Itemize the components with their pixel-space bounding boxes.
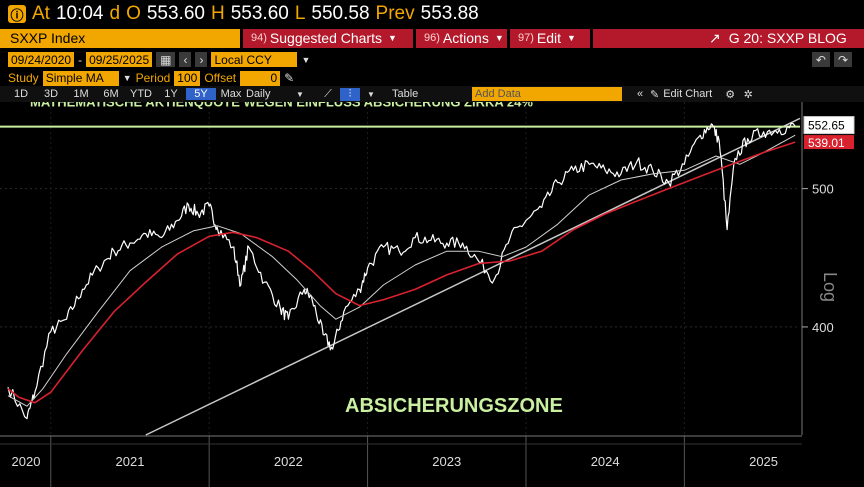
low-label: L: [294, 3, 306, 24]
period-5y[interactable]: 5Y: [186, 88, 216, 100]
x-tick-label: 2022: [274, 454, 303, 469]
suggested-charts-button[interactable]: 94) Suggested Charts ▼: [243, 28, 413, 48]
period-1d[interactable]: 1D: [13, 88, 29, 100]
candle-chart-icon[interactable]: ⫶: [340, 87, 360, 101]
edit-chart-button[interactable]: Edit Chart: [663, 88, 713, 100]
open-value: 553.60: [146, 3, 205, 24]
sma-100-series-line: [7, 141, 796, 404]
last-price-box: [803, 116, 855, 135]
period-max[interactable]: Max: [220, 88, 242, 100]
period-ytd[interactable]: YTD: [130, 88, 152, 100]
settings-icon[interactable]: ⚙: [725, 88, 736, 101]
prev-range-button[interactable]: ‹: [179, 52, 192, 67]
actions-label: Actions: [442, 30, 489, 46]
period-field[interactable]: 100: [174, 70, 201, 86]
next-range-button[interactable]: ›: [195, 52, 208, 67]
last-ma-box: [804, 135, 854, 150]
chevron-down-icon: ▼: [494, 33, 504, 43]
period-1m[interactable]: 1M: [73, 88, 89, 100]
table-button[interactable]: Table: [392, 88, 419, 100]
export-icon[interactable]: ↗: [709, 29, 721, 46]
date-range-bar: 09/24/2020 - 09/25/2025 ▦ ‹ › Local CCY …: [0, 51, 864, 68]
frequency-select[interactable]: Daily: [246, 88, 271, 100]
edit-number: 97): [518, 32, 534, 44]
pencil-icon[interactable]: ✎: [284, 71, 295, 85]
study-type-select[interactable]: Simple MA: [42, 70, 119, 86]
chevron-down-icon[interactable]: ▼: [367, 89, 375, 99]
quote-time: 10:04: [55, 3, 104, 24]
start-date-field[interactable]: 09/24/2020: [8, 52, 75, 67]
ticker-field[interactable]: SXXP Index: [0, 28, 240, 48]
chevron-down-icon: ▼: [387, 33, 397, 43]
level-annotation: MATHEMATISCHE AKTIENQUOTE WEGEN EINFLUSS…: [30, 102, 533, 110]
actions-number: 96): [424, 32, 440, 44]
y-tick-label: 400: [812, 320, 834, 335]
x-tick-label: 2020: [12, 454, 41, 469]
end-date-field[interactable]: 09/25/2025: [86, 52, 153, 67]
period-1y[interactable]: 1Y: [164, 88, 178, 100]
bloomberg-logo-icon: ⓘ: [8, 5, 26, 23]
study-bar: Study Simple MA ▼ Period 100 Offset 0 ✎: [0, 70, 864, 86]
offset-field[interactable]: 0: [240, 70, 281, 86]
command-bar: SXXP Index 94) Suggested Charts ▼ 96) Ac…: [0, 28, 864, 48]
zone-annotation: ABSICHERUNGSZONE: [345, 395, 563, 417]
period-bar: 1D 3D 1M 6M YTD 1Y 5Y Max Daily ▼ ⟋ ⫶ ▼ …: [0, 86, 864, 102]
edit-label: Edit: [536, 30, 562, 46]
d-label: d: [109, 3, 121, 24]
y-tick-label: 500: [812, 182, 834, 197]
at-label: At: [32, 3, 50, 24]
calendar-icon[interactable]: ▦: [156, 52, 176, 67]
x-tick-label: 2021: [116, 454, 145, 469]
prev-value: 553.88: [420, 3, 479, 24]
price-chart: 400 500 2020 2021 2022 2023 2024 2025 Log MATHEMA…: [0, 102, 855, 487]
suggested-charts-number: 94): [251, 32, 267, 44]
prev-label: Prev: [375, 3, 415, 24]
short-ma-series-line: [7, 134, 796, 407]
low-value: 550.58: [311, 3, 370, 24]
price-series-line: [7, 122, 796, 420]
high-value: 553.60: [230, 3, 289, 24]
line-chart-icon[interactable]: ⟋: [324, 87, 332, 100]
date-separator: -: [78, 52, 83, 67]
chart-name: G 20: SXXP BLOG: [728, 30, 847, 46]
pencil-icon[interactable]: ✎: [650, 88, 660, 101]
quote-line: ⓘ At 10:04 d O 553.60 H 553.60 L 550.58 …: [0, 0, 864, 28]
redo-icon[interactable]: ↷: [833, 52, 852, 67]
chart-name-bar[interactable]: ↗ G 20: SXXP BLOG: [593, 28, 864, 48]
period-6m[interactable]: 6M: [103, 88, 119, 100]
currency-value: Local CCY: [214, 52, 272, 67]
actions-button[interactable]: 96) Actions ▼: [416, 28, 507, 48]
study-type-value: Simple MA: [45, 71, 104, 85]
last-ma-label: 539.01: [808, 136, 845, 150]
gear-icon[interactable]: ✲: [743, 88, 753, 101]
add-data-field[interactable]: Add Data: [472, 87, 622, 101]
period-label: Period: [135, 71, 171, 85]
x-tick-label: 2025: [749, 454, 778, 469]
x-tick-label: 2024: [591, 454, 620, 469]
edit-button[interactable]: 97) Edit ▼: [510, 28, 590, 48]
last-price-label: 552.65: [808, 119, 845, 133]
open-label: O: [126, 3, 141, 24]
undo-icon[interactable]: ↶: [811, 52, 830, 67]
chevron-down-icon[interactable]: ▼: [296, 89, 304, 99]
y-axis-label: Log: [820, 272, 840, 302]
high-label: H: [210, 3, 225, 24]
chevron-down-icon: ▼: [567, 33, 576, 43]
collapse-icon[interactable]: «: [636, 88, 644, 100]
offset-label: Offset: [204, 71, 237, 85]
suggested-charts-label: Suggested Charts: [269, 30, 382, 46]
trendline: [145, 117, 801, 436]
currency-select[interactable]: Local CCY: [211, 52, 298, 67]
period-3d[interactable]: 3D: [43, 88, 59, 100]
chevron-down-icon[interactable]: ▼: [122, 73, 132, 83]
x-tick-label: 2023: [432, 454, 461, 469]
chevron-down-icon[interactable]: ▼: [301, 54, 311, 65]
study-label: Study: [8, 71, 39, 85]
